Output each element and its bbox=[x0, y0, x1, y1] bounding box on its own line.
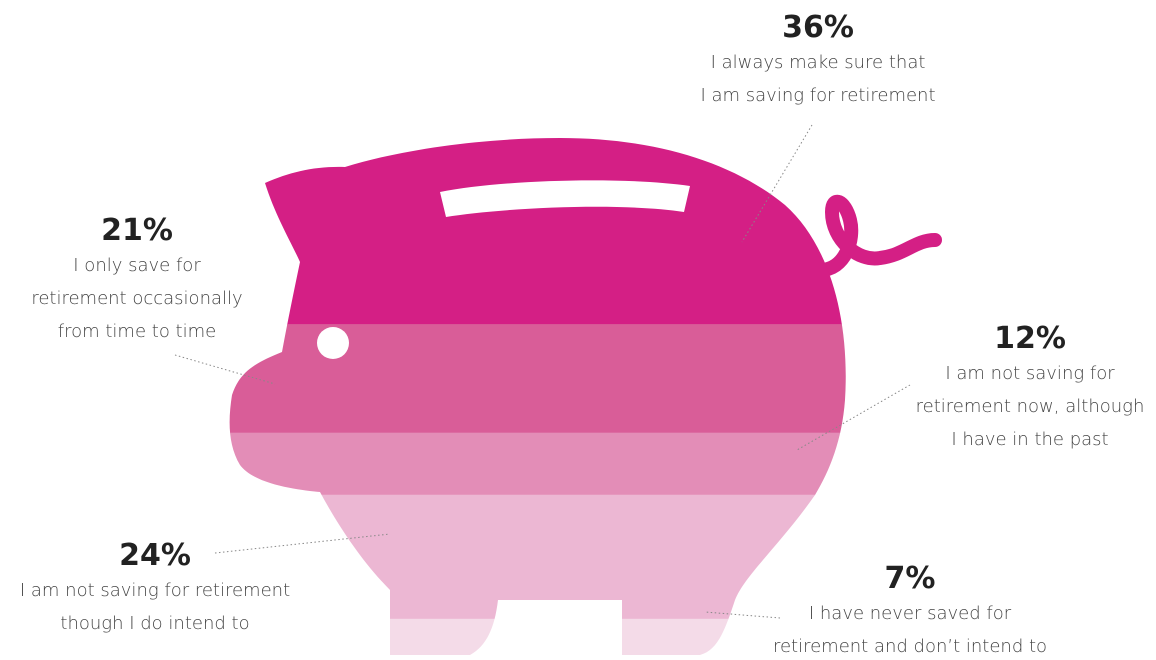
leader-line bbox=[796, 384, 911, 451]
band bbox=[229, 138, 846, 325]
percent-label: 24% bbox=[119, 538, 191, 573]
description: retirement occasionally bbox=[31, 288, 242, 309]
description: I have in the past bbox=[951, 429, 1108, 450]
leader-line bbox=[704, 611, 781, 619]
description: I am saving for retirement bbox=[700, 85, 935, 106]
tail bbox=[813, 194, 942, 277]
description: I always make sure that bbox=[711, 52, 926, 73]
band bbox=[229, 494, 846, 620]
description: I only save for bbox=[73, 255, 201, 276]
eye bbox=[317, 327, 349, 359]
band bbox=[229, 324, 846, 434]
percent-label: 36% bbox=[782, 10, 854, 45]
percent-label: 7% bbox=[885, 561, 936, 596]
leader-line bbox=[174, 354, 276, 385]
description: I am not saving for retirement bbox=[20, 580, 290, 601]
leader-line bbox=[741, 124, 813, 243]
percent-label: 21% bbox=[101, 213, 173, 248]
leader-line bbox=[214, 533, 391, 554]
pig-body bbox=[229, 138, 846, 655]
labels: 36% I always make sure that I am saving fo… bbox=[20, 10, 1145, 657]
description: I have never saved for bbox=[809, 603, 1012, 624]
description: though I do intend to bbox=[60, 613, 249, 634]
description: retirement now, although bbox=[916, 396, 1145, 417]
description: I am not saving for bbox=[945, 363, 1115, 384]
description: retirement and don’t intend to bbox=[773, 636, 1047, 657]
description: from time to time bbox=[58, 321, 216, 342]
percent-label: 12% bbox=[994, 321, 1066, 356]
coin-slot bbox=[440, 180, 690, 217]
band bbox=[229, 432, 846, 496]
